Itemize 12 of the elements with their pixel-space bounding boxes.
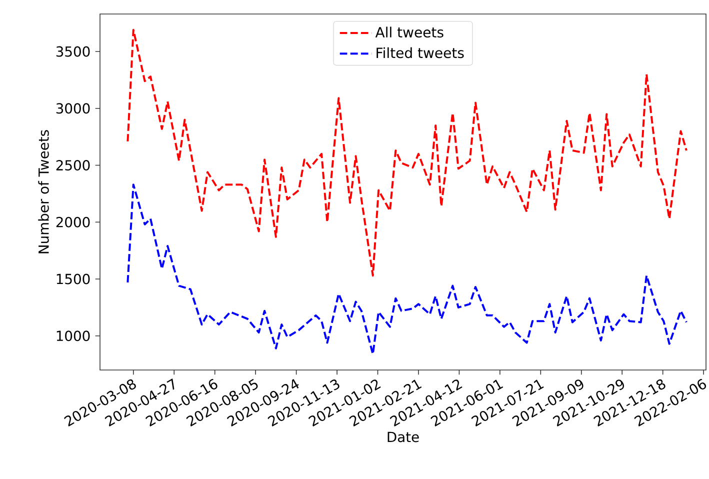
line-series: [126, 28, 688, 277]
legend-label: All tweets: [375, 26, 444, 38]
legend-label: Filted tweets: [376, 47, 464, 58]
y-tick-label: 1000: [56, 330, 90, 342]
y-tick-label: 3500: [56, 46, 90, 57]
y-axis-title: Number of Tweets: [38, 130, 49, 254]
y-tick-label: 1500: [56, 274, 90, 284]
line-series: [126, 184, 688, 356]
x-axis-title: Date: [388, 432, 419, 442]
y-tick-label: 2500: [56, 160, 90, 171]
y-tick-label: 3000: [56, 103, 90, 114]
y-tick-label: 2000: [56, 216, 90, 228]
